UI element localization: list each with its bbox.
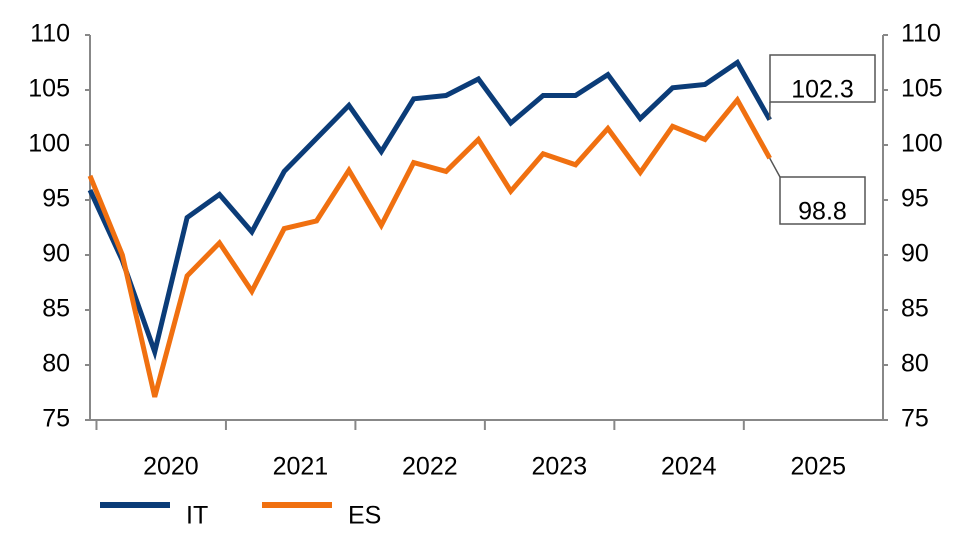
legend-label: IT (186, 502, 208, 530)
label-box (769, 54, 876, 103)
y2-tick-label: 95 (901, 185, 929, 213)
y2-tick-label: 90 (901, 240, 929, 268)
x-tick-label: 2024 (661, 453, 717, 481)
series-line (87, 95, 772, 398)
y-tick-label: 95 (42, 185, 70, 213)
y2-tick-label: 80 (901, 350, 929, 378)
y-tick-label: 100 (28, 130, 70, 158)
y2-tick-label: 110 (901, 20, 941, 48)
y2-tick-label: 75 (901, 405, 929, 433)
x-tick-label: 2022 (402, 453, 458, 481)
y-tick-label: 80 (42, 350, 70, 378)
y2-tick-label: 105 (901, 75, 943, 103)
y-tick-label: 75 (42, 405, 70, 433)
x-tick-label: 2023 (532, 453, 588, 481)
series-line (87, 58, 772, 361)
y-tick-label: 110 (30, 20, 70, 48)
y-tick-label: 105 (28, 75, 70, 103)
legend-label: ES (348, 502, 381, 530)
y2-tick-label: 100 (901, 130, 943, 158)
x-tick-label: 2020 (143, 453, 199, 481)
x-tick-label: 2025 (790, 453, 846, 481)
label-box (779, 176, 866, 225)
data-label: 98.8 (798, 198, 847, 226)
y2-tick-label: 85 (901, 295, 929, 323)
data-label: 102.3 (791, 76, 854, 104)
y-tick-label: 90 (42, 240, 70, 268)
leader-line (769, 157, 781, 178)
x-tick-label: 2021 (273, 453, 329, 481)
y-tick-label: 85 (42, 295, 70, 323)
